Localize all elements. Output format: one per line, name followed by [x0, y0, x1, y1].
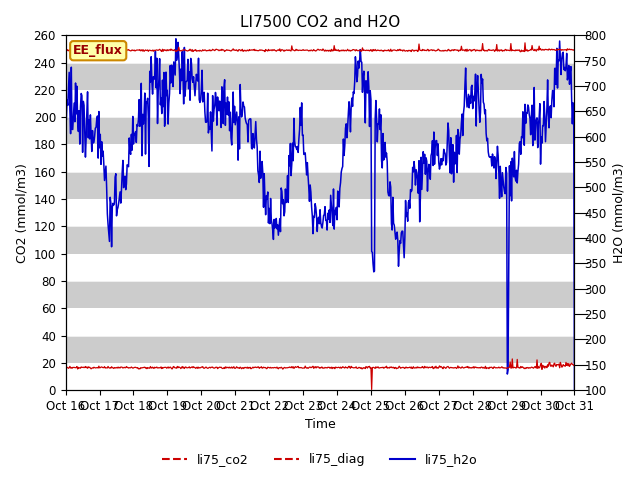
Bar: [66, 363, 575, 390]
Bar: [66, 281, 575, 308]
Bar: [66, 22, 575, 36]
Bar: [66, 36, 575, 62]
Bar: [66, 253, 575, 281]
Y-axis label: CO2 (mmol/m3): CO2 (mmol/m3): [15, 163, 28, 263]
Text: EE_flux: EE_flux: [74, 44, 123, 57]
Bar: [66, 144, 575, 172]
Bar: [66, 308, 575, 336]
Bar: [66, 172, 575, 199]
Bar: [66, 336, 575, 363]
Title: LI7500 CO2 and H2O: LI7500 CO2 and H2O: [240, 15, 400, 30]
Y-axis label: H2O (mmol/m3): H2O (mmol/m3): [612, 162, 625, 263]
X-axis label: Time: Time: [305, 419, 335, 432]
Bar: [66, 227, 575, 253]
Bar: [66, 62, 575, 90]
Bar: [66, 199, 575, 227]
Legend: li75_co2, li75_diag, li75_h2o: li75_co2, li75_diag, li75_h2o: [157, 448, 483, 471]
Bar: [66, 117, 575, 144]
Bar: [66, 90, 575, 117]
